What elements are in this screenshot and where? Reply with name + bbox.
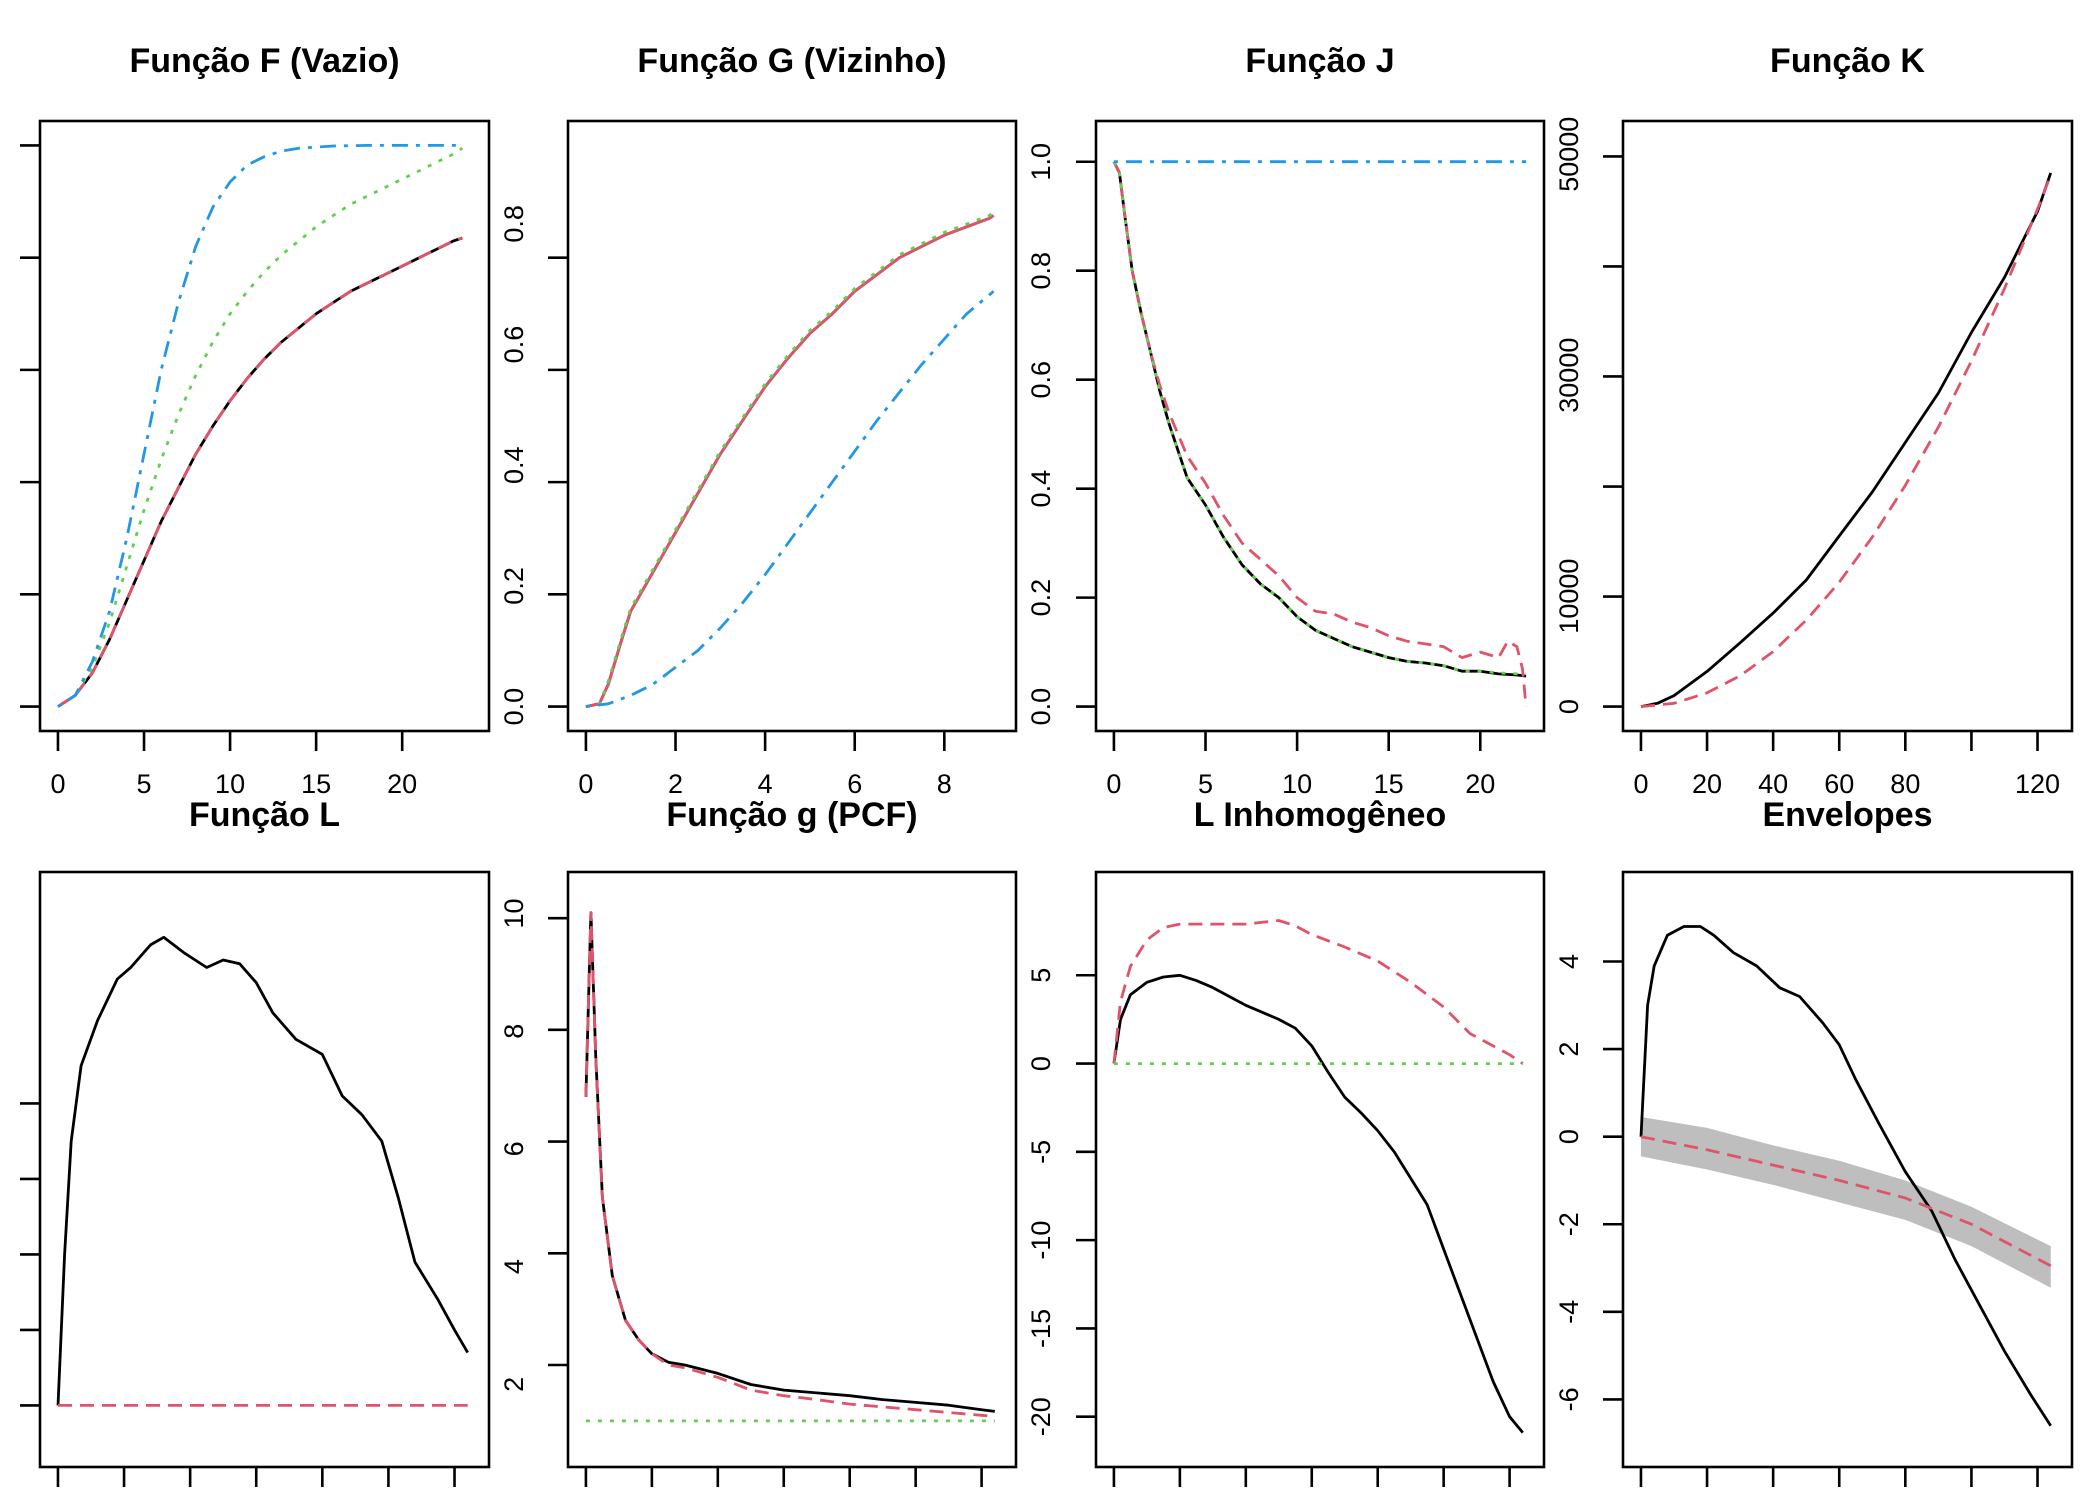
y-tick-label: -15 — [1026, 1309, 1056, 1348]
series-theo — [1112, 919, 1524, 1065]
series-iso — [56, 935, 469, 1406]
y-tick-label: 0.2 — [1026, 579, 1056, 617]
x-tick-label: 15 — [1374, 769, 1404, 799]
panel-K: Função K 0 20 40 60 80 120 — [1603, 42, 2074, 799]
series-theo — [585, 290, 995, 708]
panel-J: Função J 0 5 10 15 20 0 10000 30000 50000 — [1076, 42, 1584, 799]
plot-frame — [566, 870, 1018, 1469]
series-mean — [1640, 1135, 2052, 1268]
x-tick-label: 20 — [1465, 769, 1495, 799]
y-tick-label: 50000 — [1554, 117, 1584, 192]
y-tick-label: 0.8 — [1026, 252, 1056, 290]
series-han — [585, 211, 995, 708]
y-tick-label: -20 — [1026, 1397, 1056, 1436]
x-tick-label: 0 — [578, 769, 593, 799]
x-tick-label: 120 — [2015, 769, 2060, 799]
x-tick-label: 0 — [1633, 769, 1648, 799]
series-km — [57, 236, 463, 708]
y-tick-label: 2 — [1554, 1042, 1584, 1057]
x-tick-label: 0 — [50, 769, 65, 799]
y-tick-label: 0.6 — [1026, 361, 1056, 399]
series-theo — [1640, 174, 2053, 708]
chart-title: Função g (PCF) — [666, 796, 917, 834]
y-tick-label: -4 — [1554, 1300, 1584, 1324]
y-tick-label: -5 — [1026, 1140, 1056, 1164]
y-tick-label: -2 — [1554, 1212, 1584, 1236]
y-tick-label: 0.8 — [499, 205, 529, 243]
x-tick-label: 60 — [1824, 769, 1854, 799]
x-tick-label: 80 — [1890, 769, 1920, 799]
x-tick-label: 20 — [387, 769, 417, 799]
x-tick-label: 5 — [137, 769, 152, 799]
x-tick-label: 0 — [1106, 769, 1121, 799]
chart-title: Função L — [189, 796, 340, 834]
panel-F: Função F (Vazio) 0 5 10 15 20 0.0 0.2 0.4 0.6 0.8 — [20, 42, 529, 799]
plot-frame — [38, 870, 491, 1469]
panel-g: Função g (PCF) -20 -15 -10 -5 0 5 — [548, 796, 1056, 1487]
plot-frame — [1094, 119, 1546, 733]
series-theo — [584, 911, 995, 1418]
series-theo — [57, 144, 463, 708]
y-tick-label: 0.4 — [1026, 470, 1056, 508]
x-tick-label: 20 — [1692, 769, 1722, 799]
series-rs — [1112, 161, 1528, 707]
chart-title: Função F (Vazio) — [129, 42, 399, 80]
plot-frame — [38, 119, 491, 733]
y-tick-label: 30000 — [1554, 338, 1584, 413]
plot-frame — [566, 119, 1018, 733]
series-rs — [57, 236, 463, 708]
y-tick-label: -10 — [1026, 1221, 1056, 1260]
y-tick-label: 2 — [499, 1377, 529, 1392]
x-tick-label: 8 — [937, 769, 952, 799]
y-tick-label: 0.6 — [499, 326, 529, 364]
chart-title: Função J — [1245, 42, 1394, 80]
series-cs — [57, 147, 464, 708]
series-iso — [1112, 973, 1524, 1434]
envelope-band — [1640, 1116, 2051, 1288]
y-tick-label: 0.0 — [1026, 688, 1056, 726]
y-tick-label: 10000 — [1554, 559, 1584, 634]
chart-title: Função G (Vizinho) — [637, 42, 946, 80]
y-tick-label: 0.0 — [499, 688, 529, 726]
series-trans — [584, 911, 995, 1413]
plot-frame — [1621, 870, 2074, 1469]
y-tick-label: 0.2 — [499, 567, 529, 605]
panel-G: Função G (Vizinho) 0 2 4 6 8 0.0 0.2 0.4 0.6 0.8 1.… — [548, 42, 1056, 799]
x-tick-label: 40 — [1758, 769, 1788, 799]
x-tick-label: 15 — [301, 769, 331, 799]
plot-frame — [1621, 119, 2074, 733]
y-tick-label: 6 — [499, 1141, 529, 1156]
chart-title: Envelopes — [1762, 796, 1932, 834]
x-tick-label: 6 — [847, 769, 862, 799]
y-tick-label: 10 — [499, 898, 529, 928]
x-tick-label: 5 — [1198, 769, 1213, 799]
series-obs — [1639, 925, 2052, 1427]
y-tick-label: -6 — [1554, 1387, 1584, 1411]
y-tick-label: 5 — [1026, 968, 1056, 983]
x-tick-label: 10 — [215, 769, 245, 799]
series-han — [1112, 161, 1527, 676]
x-tick-label: 4 — [758, 769, 773, 799]
series-rs — [585, 214, 995, 708]
plot-frame — [1094, 870, 1546, 1469]
y-tick-label: 4 — [499, 1259, 529, 1274]
y-tick-label: 4 — [1554, 954, 1584, 969]
y-tick-label: 0 — [1026, 1056, 1056, 1071]
y-tick-label: 0 — [1554, 1129, 1584, 1144]
y-tick-label: 1.0 — [1026, 143, 1056, 181]
x-tick-label: 10 — [1282, 769, 1312, 799]
chart-title: Função K — [1770, 42, 1925, 80]
panel-Linhom: L Inhomogêneo -6 -4 -2 0 2 4 — [1076, 796, 1584, 1487]
y-tick-label: 0.4 — [499, 446, 529, 484]
y-tick-label: 0 — [1554, 699, 1584, 714]
chart-title: L Inhomogêneo — [1194, 796, 1446, 834]
panel-L: Função L 2 4 6 8 10 — [20, 796, 529, 1487]
series-iso — [1640, 172, 2053, 708]
x-tick-label: 2 — [668, 769, 683, 799]
series-km — [1112, 161, 1527, 678]
series-km — [585, 214, 995, 708]
y-tick-label: 8 — [499, 1024, 529, 1039]
panel-env: Envelopes — [1603, 796, 2074, 1487]
